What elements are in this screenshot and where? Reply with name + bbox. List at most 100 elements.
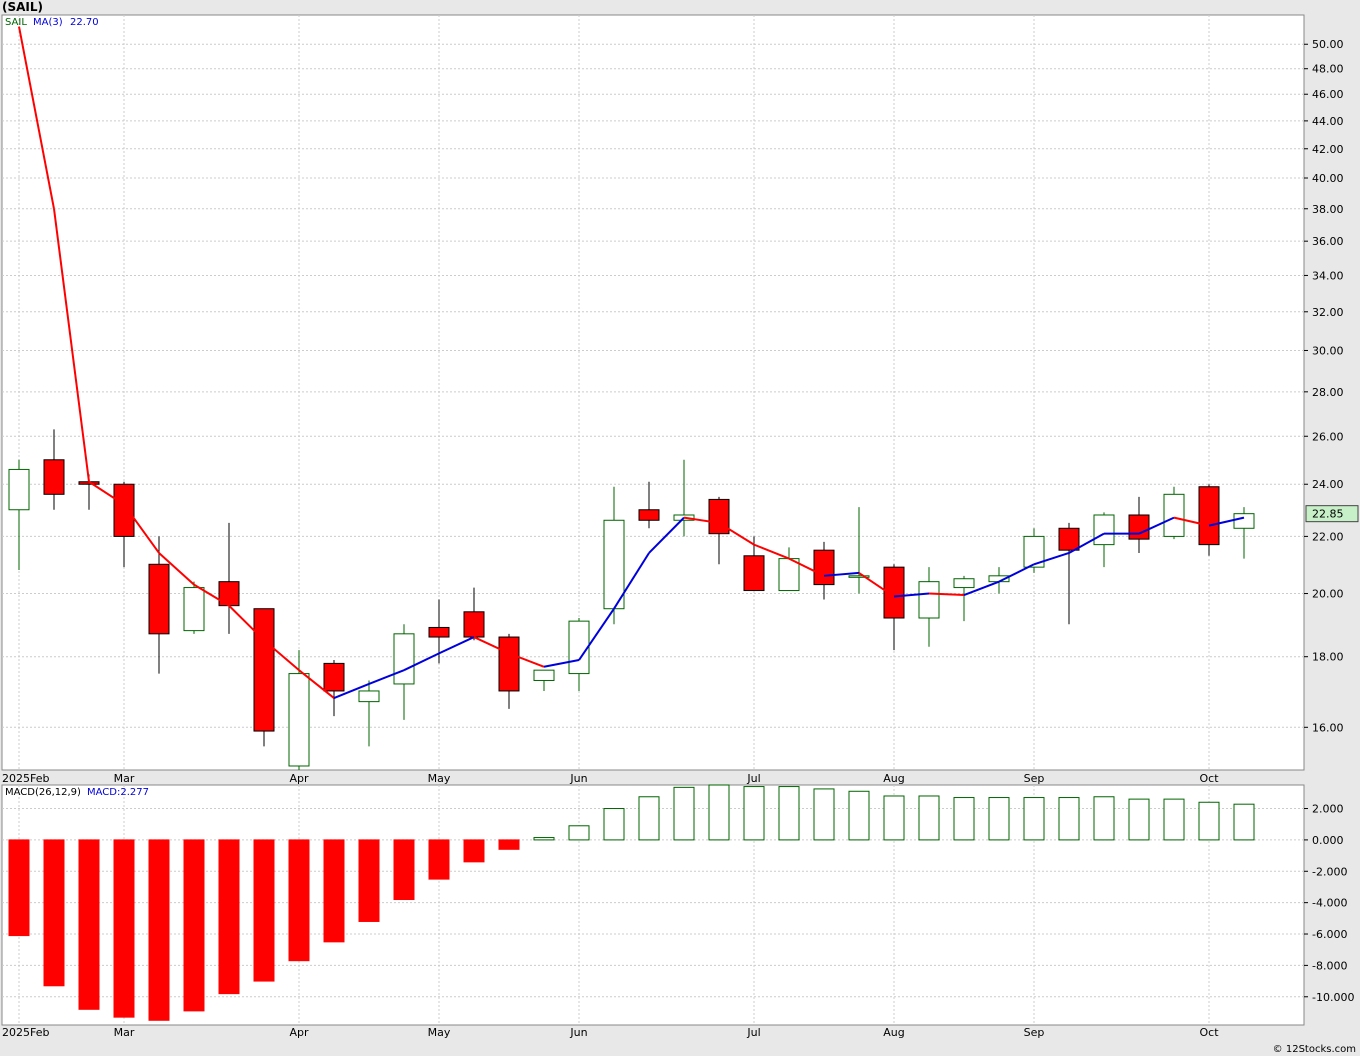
macd-bar: [78, 839, 100, 1010]
candle-body: [953, 578, 975, 589]
price-tick-label: 18.00: [1312, 651, 1344, 664]
macd-bar: [498, 839, 520, 850]
candle-body: [1058, 527, 1080, 551]
price-tick-label: 24.00: [1312, 478, 1344, 491]
ma-segment: [1173, 516, 1210, 527]
candle-body: [568, 620, 590, 675]
ma-segment: [123, 503, 160, 554]
macd-legend-label: MACD(26,12,9): [5, 787, 81, 798]
ma-segment: [648, 516, 685, 554]
candle-body: [463, 611, 485, 638]
candle-body: [603, 519, 625, 610]
credit-text: © 12Stocks.com: [1272, 1044, 1356, 1055]
macd-bar: [638, 796, 660, 841]
ma-segment: [928, 592, 965, 597]
month-label: Sep: [1024, 1026, 1045, 1039]
candle-body: [183, 587, 205, 632]
ma-segment: [158, 552, 195, 586]
candle-body: [778, 558, 800, 592]
candle-body: [1128, 514, 1150, 540]
ma-segment: [1208, 516, 1245, 527]
ma-segment: [298, 669, 335, 699]
candle-body: [743, 555, 765, 592]
ma-segment: [788, 557, 825, 577]
candle-body: [43, 459, 65, 495]
ma-segment: [473, 636, 510, 655]
price-tick-label: 30.00: [1312, 344, 1344, 357]
macd-tick-label: 2.000: [1312, 803, 1344, 816]
macd-bar: [253, 839, 275, 982]
ma-segment: [858, 572, 895, 598]
ma-segment: [963, 580, 1000, 596]
macd-bar: [778, 786, 800, 841]
price-tick-label: 22.00: [1312, 530, 1344, 543]
macd-bar: [428, 839, 450, 880]
month-label: Jul: [746, 772, 760, 785]
candle-body: [533, 669, 555, 681]
price-tick-label: 16.00: [1312, 721, 1344, 734]
price-tick-label: 26.00: [1312, 430, 1344, 443]
candle-body: [1023, 535, 1045, 568]
ma-segment: [823, 571, 860, 577]
month-label: Mar: [114, 1026, 135, 1039]
macd-bar: [218, 839, 240, 995]
macd-bar: [1128, 798, 1150, 841]
ma-segment: [893, 592, 930, 598]
month-label: Oct: [1199, 1026, 1219, 1039]
ma-segment: [1033, 552, 1070, 566]
macd-bar: [463, 839, 485, 863]
macd-bar: [953, 797, 975, 841]
macd-bar: [183, 839, 205, 1012]
macd-bar: [288, 839, 310, 962]
month-label: Oct: [1199, 772, 1219, 785]
month-label: Apr: [289, 772, 309, 785]
macd-bar: [393, 839, 415, 901]
macd-bar: [323, 839, 345, 943]
price-tick-label: 36.00: [1312, 235, 1344, 248]
ma-segment: [1068, 532, 1105, 554]
month-label: May: [428, 1026, 451, 1039]
macd-bar: [148, 839, 170, 1021]
price-plot-area: [1, 14, 1305, 771]
macd-bar: [1198, 801, 1220, 841]
price-tick-label: 46.00: [1312, 88, 1344, 101]
month-label: May: [428, 772, 451, 785]
candle-body: [323, 662, 345, 692]
candle-body: [1093, 514, 1115, 546]
macd-legend-value: MACD:2.277: [87, 787, 149, 798]
candle-body: [148, 563, 170, 635]
candle-body: [1163, 493, 1185, 537]
month-label: 2025Feb: [2, 772, 49, 785]
price-panel: 16.00 18.00 20.00 22.00 24.00 26.00 28.00 30.00…: [1, 14, 1359, 785]
legend-ma-value: 22.70: [70, 17, 99, 28]
candle-body: [253, 608, 275, 732]
candle-body: [638, 509, 660, 521]
macd-bar: [813, 788, 835, 841]
price-tick-label: 34.00: [1312, 269, 1344, 282]
candle-body: [848, 575, 870, 578]
candle-body: [918, 581, 940, 619]
ma-segment: [753, 543, 790, 560]
candle-body: [883, 566, 905, 619]
price-tick-label: 50.00: [1312, 38, 1344, 51]
month-label: Mar: [114, 772, 135, 785]
macd-panel: -10.000 -8.000 -6.000 -4.000 -2.000 0.000 2.00…: [1, 784, 1354, 1039]
month-label: 2025Feb: [2, 1026, 49, 1039]
month-label: Aug: [883, 1026, 904, 1039]
price-tick-label: 40.00: [1312, 172, 1344, 185]
candle-body: [358, 690, 380, 703]
price-tick-label: 38.00: [1312, 203, 1344, 216]
ma-segment: [53, 208, 90, 482]
ma-segment: [578, 608, 615, 661]
ma-segment: [1138, 516, 1175, 535]
ma-segment: [543, 659, 580, 668]
ma-segment: [718, 522, 755, 546]
macd-bar: [1023, 797, 1045, 841]
ma-segment: [263, 639, 300, 671]
macd-bar: [1163, 798, 1185, 841]
candle-body: [813, 549, 835, 586]
month-label: Apr: [289, 1026, 309, 1039]
price-tick-label: 28.00: [1312, 386, 1344, 399]
last-price-label: 22.85: [1312, 508, 1344, 521]
month-label: Jul: [746, 1026, 760, 1039]
